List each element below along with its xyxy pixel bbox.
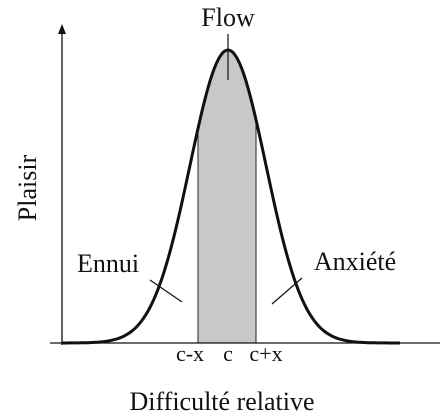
ennui-leader — [149, 279, 183, 303]
anxiete-label: Anxiété — [314, 247, 396, 276]
tick-label: c-x — [176, 341, 204, 366]
ennui-label: Ennui — [77, 249, 139, 278]
tick-label: c+x — [249, 341, 282, 366]
anxiete-leader — [271, 277, 303, 305]
bell-curve — [62, 48, 400, 345]
y-axis-arrow — [58, 24, 66, 34]
x-axis-label: Difficulté relative — [129, 387, 314, 416]
y-axis-label: Plaisir — [13, 154, 42, 221]
tick-label: c — [223, 341, 233, 366]
flow-label: Flow — [201, 3, 255, 32]
